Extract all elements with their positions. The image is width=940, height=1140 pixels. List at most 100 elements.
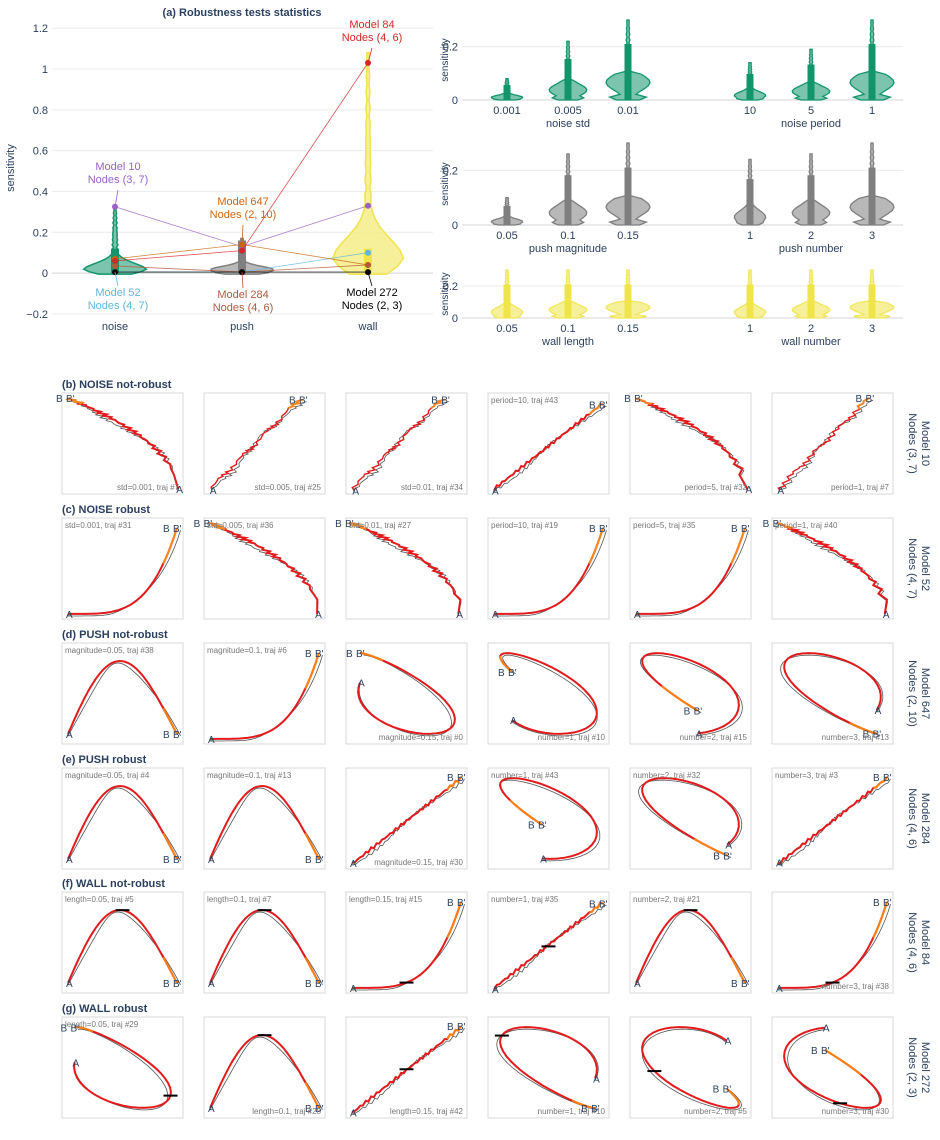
x-tick-label: 1 <box>747 230 753 242</box>
x-tick-label: 2 <box>808 323 814 335</box>
point-label-b-prime: B' <box>345 519 354 530</box>
point-label-b: B <box>589 524 596 535</box>
annotation-arrow <box>367 47 373 64</box>
x-axis-label: wall length <box>541 336 594 348</box>
point-label-b: B <box>498 668 505 679</box>
robot-trajectory <box>210 398 304 491</box>
robot-trajectory <box>494 527 604 615</box>
trajectory-end-segment <box>588 527 604 565</box>
row-nodes-label: Nodes (4, 6) <box>906 912 918 973</box>
point-label-b-prime: B' <box>634 394 643 405</box>
row-model-label: Model 284 <box>919 793 931 844</box>
point-label-a: A <box>725 841 732 852</box>
point-label-a: A <box>210 486 217 497</box>
point-label-b-prime: B' <box>821 1046 830 1057</box>
trajectory-subplot <box>61 642 184 745</box>
trajectory-end-segment <box>446 1025 462 1040</box>
y-tick-label: 0.4 <box>33 186 48 198</box>
trajectory-end-segment <box>849 721 877 735</box>
point-label-b: B <box>856 394 863 405</box>
trajectory-subplot <box>487 767 610 870</box>
trajectory-end-segment <box>776 522 794 530</box>
annotation-model: Model 52 <box>95 287 140 299</box>
point-label-a: A <box>510 716 517 727</box>
point-label-b: B <box>447 773 454 784</box>
subplot-caption: magnitude=0.05, traj #4 <box>65 771 150 780</box>
subplot-caption: number=2, traj #5 <box>684 1107 747 1116</box>
row-nodes-label: Nodes (3, 7) <box>906 413 918 474</box>
point-label-b: B <box>731 524 738 535</box>
trajectory-subplot <box>345 891 468 994</box>
point-label-b-prime: B' <box>173 524 182 535</box>
point-label-b: B <box>528 821 535 832</box>
point-label-b: B <box>335 519 342 530</box>
robot-trajectory <box>357 652 456 735</box>
x-tick-label: 0.005 <box>554 105 582 117</box>
point-label-b: B <box>305 649 312 660</box>
robot-trajectory <box>783 652 882 735</box>
point-label-a: A <box>634 979 641 990</box>
trajectory-end-segment <box>693 838 728 857</box>
trajectory-subplot <box>629 392 752 495</box>
subplot-caption: std=0.01, traj #27 <box>349 521 412 530</box>
row-model-label: Model 10 <box>919 421 931 466</box>
reference-trajectory <box>493 904 607 992</box>
subplot-caption: number=3, traj #13 <box>822 733 890 742</box>
model-point <box>239 247 245 254</box>
trajectory-end-segment <box>74 1026 94 1033</box>
point-label-b: B <box>731 979 738 990</box>
trajectory-end-segment <box>304 832 320 860</box>
annotation-arrow <box>241 272 244 289</box>
violin-box <box>868 167 876 225</box>
point-label-a: A <box>540 855 547 866</box>
point-label-b: B <box>713 1085 720 1096</box>
subplot-caption: std=0.005, traj #25 <box>255 483 322 492</box>
point-label-a: A <box>66 855 73 866</box>
robot-trajectory <box>636 397 749 490</box>
annotation-model: Model 272 <box>346 287 397 299</box>
point-label-a: A <box>696 729 703 740</box>
point-label-b-prime: B' <box>773 519 782 530</box>
subplot-caption: magnitude=0.15, traj #30 <box>374 858 463 867</box>
row-nodes-label: Nodes (2, 10) <box>906 660 918 727</box>
trajectory-subplot <box>771 891 894 994</box>
x-tick-label: 2 <box>808 230 814 242</box>
model-point <box>365 59 371 66</box>
trajectory-end-segment <box>661 685 699 712</box>
annotation-model: Model 10 <box>95 161 140 173</box>
model-point <box>112 262 118 269</box>
reference-trajectory <box>493 405 607 493</box>
subplot-caption: period=5, traj #35 <box>633 521 696 530</box>
subplot-caption: number=1, traj #10 <box>538 1107 606 1116</box>
trajectory-subplot <box>203 642 326 745</box>
point-label-a: A <box>492 486 499 497</box>
point-label-b-prime: B' <box>173 855 182 866</box>
point-label-b: B <box>811 1046 818 1057</box>
point-label-b-prime: B' <box>599 900 608 911</box>
point-label-b: B <box>163 730 170 741</box>
subplot-caption: std=0.005, traj #36 <box>207 521 274 530</box>
trajectory-end-segment <box>162 832 178 860</box>
x-tick-label: 10 <box>744 105 756 117</box>
trajectory-end-segment <box>726 1087 740 1105</box>
point-label-a: A <box>492 985 499 996</box>
robot-trajectory <box>210 652 320 740</box>
row-model-label: Model 272 <box>919 1042 931 1093</box>
trajectory-end-segment <box>730 527 746 565</box>
point-label-b: B <box>163 979 170 990</box>
x-tick-label: 3 <box>869 230 875 242</box>
point-label-a: A <box>72 1058 79 1069</box>
trajectory-end-segment <box>636 397 652 405</box>
point-label-a: A <box>725 1037 732 1048</box>
point-label-b: B <box>713 851 720 862</box>
violin-box <box>624 284 632 318</box>
point-label-b-prime: B' <box>741 524 750 535</box>
point-label-b-prime: B' <box>457 898 466 909</box>
y-tick-label: 0.8 <box>33 105 48 117</box>
x-tick-label: 1 <box>747 323 753 335</box>
subplot-caption: number=2, traj #15 <box>680 733 748 742</box>
point-label-a: A <box>823 1024 830 1035</box>
trajectory-end-segment <box>65 397 86 405</box>
trajectory-subplot <box>629 891 752 994</box>
point-label-a: A <box>208 735 215 746</box>
